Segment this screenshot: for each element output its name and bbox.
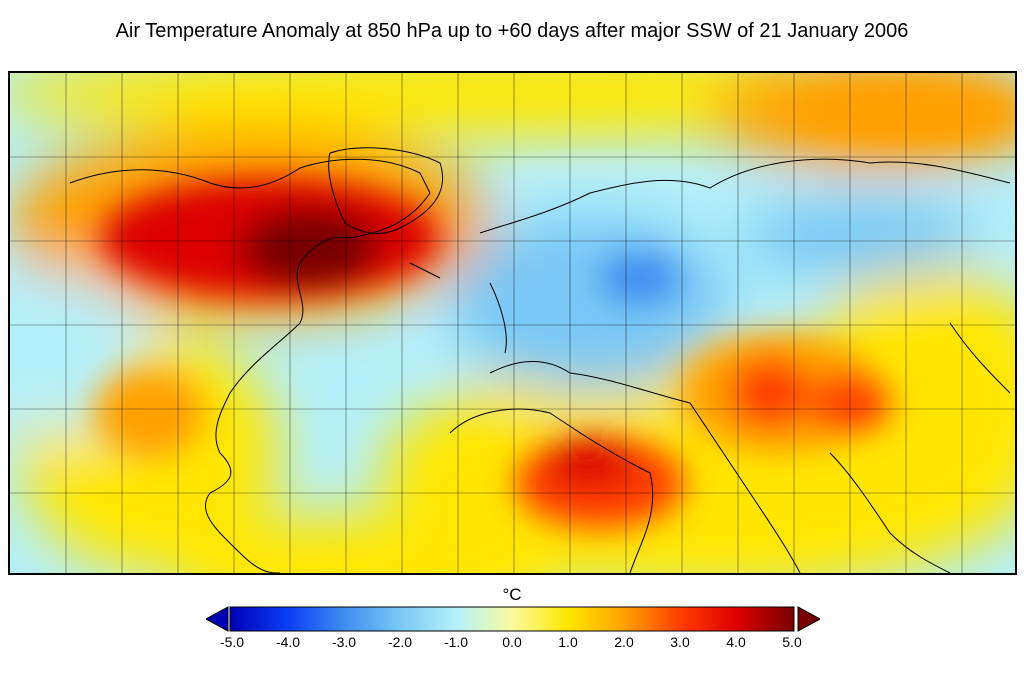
colorbar-tick-label: 1.0: [558, 634, 578, 650]
colorbar-tick-label: 3.0: [670, 634, 690, 650]
colorbar-tick-label: 4.0: [726, 634, 746, 650]
south-asia-coast: [829, 452, 951, 573]
colorbar-tick-label: 2.0: [614, 634, 634, 650]
colorbar-unit: °C: [502, 585, 522, 604]
colorbar-max-extend-arrow: [797, 606, 820, 632]
anomaly-field-broad: [10, 73, 1015, 573]
colorbar-tick-label: -3.0: [331, 634, 357, 650]
iceland-coast: [409, 262, 441, 279]
map-title: Air Temperature Anomaly at 850 hPa up to…: [115, 20, 909, 42]
colorbar-tick-label: 5.0: [782, 634, 802, 650]
east-asia-coast: [949, 322, 1011, 394]
anomaly-field-cores: [95, 83, 1015, 528]
anomaly-map: [8, 71, 1017, 575]
mediterranean-africa-coast: [489, 360, 801, 573]
west-africa-coast: [449, 408, 654, 573]
map-svg: [10, 73, 1015, 573]
colorbar: [206, 606, 820, 632]
colorbar-tick-label: -2.0: [387, 634, 413, 650]
colorbar-tick-label: -5.0: [219, 634, 245, 650]
british-isles-coast: [489, 282, 507, 354]
colorbar-tick-label: 0.0: [502, 634, 522, 650]
colorbar-tick-label: -1.0: [443, 634, 469, 650]
gridlines: [10, 73, 1015, 573]
arctic-eurasia-coast: [479, 158, 1011, 234]
colorbar-min-extend-arrow: [206, 606, 229, 632]
colorbar-gradient: [229, 606, 795, 632]
colorbar-tick-label: -4.0: [275, 634, 301, 650]
greenland-coast: [328, 147, 444, 234]
